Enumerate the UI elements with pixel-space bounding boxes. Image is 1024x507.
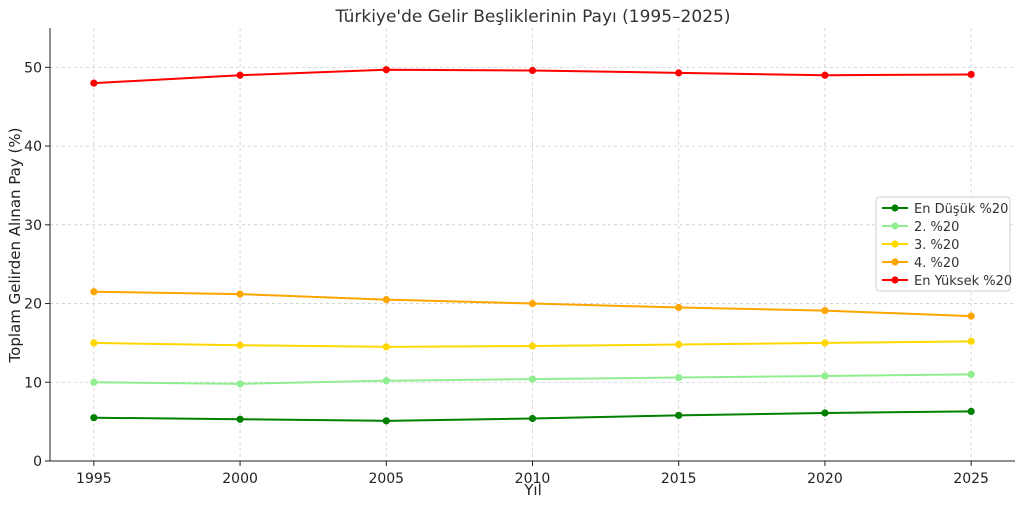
x-tick-label: 2005 [368,471,404,487]
x-tick-label: 2000 [222,471,258,487]
data-point [821,307,829,315]
legend-item: 2. %20 [882,220,959,235]
y-axis-label: Toplam Gelirden Alınan Pay (%) [6,128,24,364]
data-point [675,303,683,312]
x-tick-label: 2015 [661,471,697,487]
data-point [528,299,537,308]
data-point [236,380,244,388]
y-tick-label: 10 [24,375,42,391]
data-point [382,417,390,425]
data-point [236,415,244,423]
data-point [821,71,829,79]
legend-item: En Yüksek %20 [882,274,1012,289]
data-point [382,66,390,74]
data-point [90,414,98,422]
grid [50,28,1015,462]
data-point [528,375,537,383]
legend-marker [891,276,899,284]
data-point [967,407,975,416]
data-point [528,414,537,423]
legend-item: 4. %20 [882,256,959,271]
legend-label: 4. %20 [914,256,959,271]
data-point [236,341,244,349]
data-point [90,339,98,347]
y-tick-label: 50 [24,60,42,76]
data-point [90,288,98,296]
legend-marker [891,204,899,212]
data-point [236,71,244,79]
data-point [821,372,829,380]
series-3 [90,337,975,351]
series-2 [90,370,975,388]
legend-marker [891,222,899,230]
data-point [528,66,537,75]
data-point [675,69,683,77]
chart-title: Türkiye'de Gelir Beşliklerinin Payı (199… [335,7,731,27]
x-tick-label: 1995 [76,471,112,487]
legend-item: En Düşük %20 [882,202,1008,217]
data-point [675,340,683,349]
x-tick-label: 2020 [807,471,843,487]
series-1 [90,407,975,425]
data-point [967,312,975,320]
y-tick-label: 20 [24,297,42,313]
series-4 [90,288,975,320]
data-point [90,378,98,386]
data-point [382,296,390,304]
legend-label: 2. %20 [914,220,959,235]
data-point [967,337,975,345]
data-point [967,370,975,378]
series-5 [90,66,975,87]
y-tick-label: 40 [24,139,42,155]
y-ticks: 0 10 20 30 40 50 [24,60,50,470]
legend-label: En Düşük %20 [914,202,1008,217]
legend-marker [891,240,899,248]
x-tick-label: 2025 [953,471,989,487]
legend-label: En Yüksek %20 [914,274,1012,289]
data-point [382,377,390,385]
data-point [967,70,975,79]
x-axis-label: Yıl [523,481,542,499]
legend-marker [891,258,899,266]
series-lines [90,66,975,425]
data-point [821,409,829,417]
legend: En Düşük %20 2. %20 3. %20 4. %20 En Yüksek … [875,196,1012,292]
data-point [236,290,244,298]
data-point [821,339,829,347]
x-ticks: 1995 2000 2005 2010 2015 2020 2025 [76,461,989,487]
data-point [675,411,683,419]
data-point [675,373,683,382]
legend-item: 3. %20 [882,238,959,253]
data-point [528,342,537,350]
legend-box [875,196,1011,292]
y-tick-label: 30 [24,218,42,234]
data-point [382,343,390,351]
y-tick-label: 0 [33,454,42,470]
legend-label: 3. %20 [914,238,959,253]
data-point [90,79,98,87]
x-tick-label: 2010 [515,471,551,487]
